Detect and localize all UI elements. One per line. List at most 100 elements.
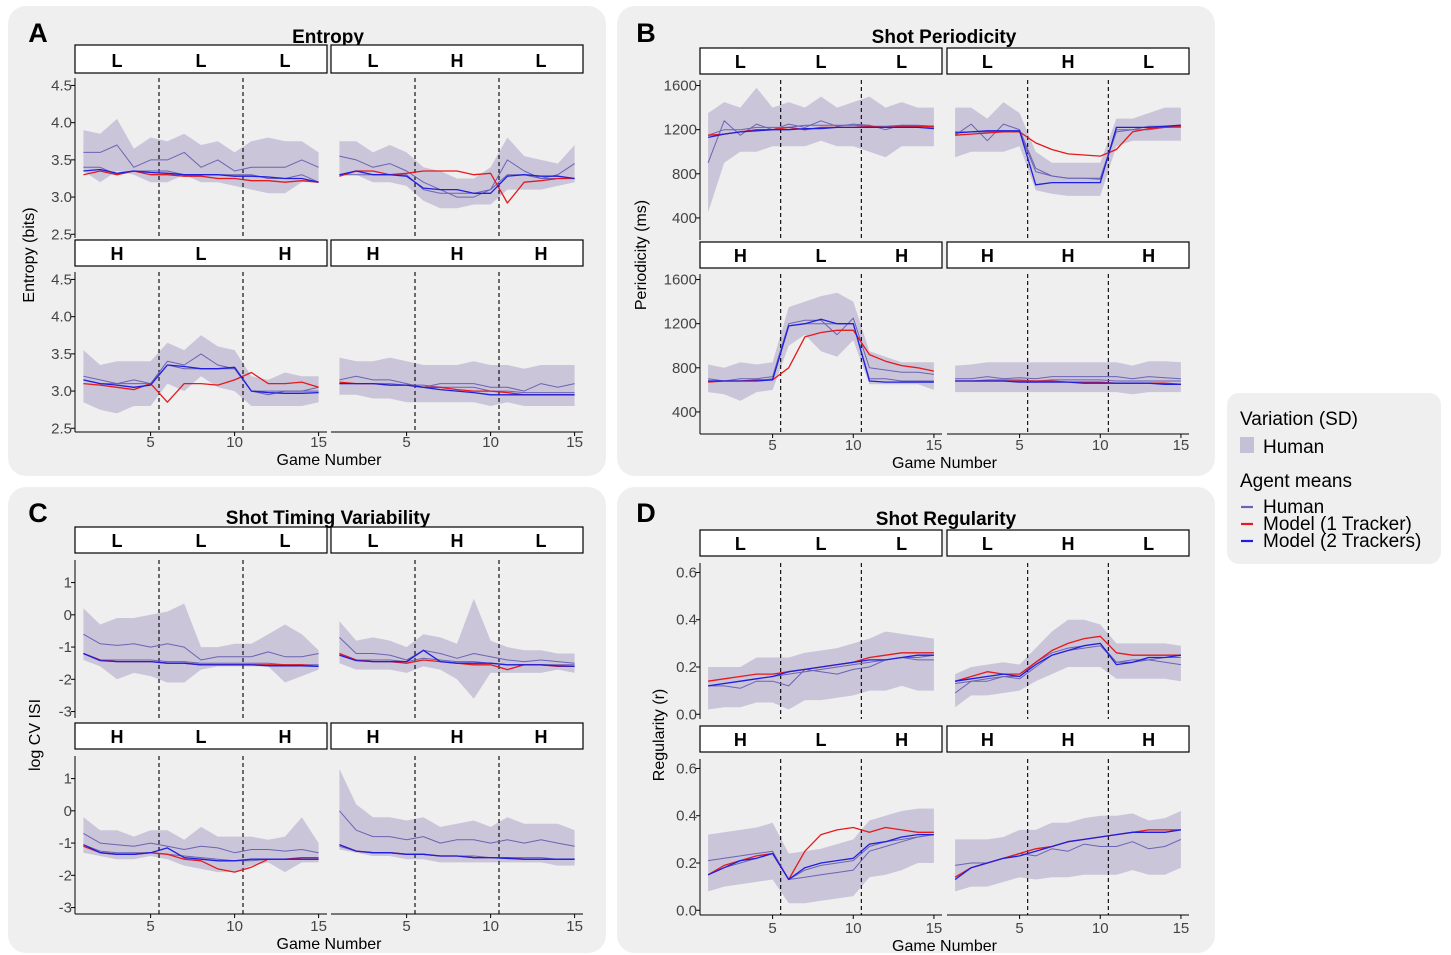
human-mean-line xyxy=(955,642,1181,684)
strip-label: L xyxy=(368,531,379,551)
strip-label: L xyxy=(368,51,379,71)
facet-strip xyxy=(74,44,328,74)
strip-label: L xyxy=(816,534,827,554)
legend-item-label: Model (2 Trackers) xyxy=(1263,531,1421,552)
y-tick-label: 400 xyxy=(672,404,697,421)
human-mean-line xyxy=(339,375,575,392)
model-2-trackers-line xyxy=(83,844,319,862)
y-tick-label: 3.5 xyxy=(51,152,72,169)
y-axis-label: log CV ISI xyxy=(27,699,44,771)
panel-title: Shot Timing Variability xyxy=(226,508,431,529)
x-tick-label: 15 xyxy=(926,437,943,454)
legend-item-label: Model (1 Tracker) xyxy=(1263,514,1412,535)
y-tick-label: 3.5 xyxy=(51,346,72,363)
strip-label: H xyxy=(111,727,124,747)
model-2-trackers-line xyxy=(339,170,575,194)
strip-label: H xyxy=(981,730,994,750)
facet-strip xyxy=(330,526,584,554)
facet-strip xyxy=(946,725,1190,753)
x-tick-label: 5 xyxy=(768,437,776,454)
y-tick-label: -2 xyxy=(59,867,72,884)
strip-label: L xyxy=(735,534,746,554)
model-2-trackers-line xyxy=(339,649,575,668)
x-axis-label: Game Number xyxy=(277,936,383,953)
strip-label: H xyxy=(279,727,292,747)
model-1-tracker-line xyxy=(955,125,1181,157)
y-tick-label: 3.0 xyxy=(51,383,72,400)
x-axis-label: Game Number xyxy=(277,452,383,469)
x-tick-label: 10 xyxy=(226,434,243,451)
strip-label: L xyxy=(280,531,291,551)
y-tick-label: 1 xyxy=(64,575,72,592)
y-tick-label: 4.5 xyxy=(51,77,72,94)
x-tick-label: 5 xyxy=(146,434,154,451)
strip-label: L xyxy=(196,244,207,264)
y-tick-label: 800 xyxy=(672,166,697,183)
facet-strip xyxy=(330,44,584,74)
facet-strip xyxy=(699,241,943,269)
y-tick-label: 0.0 xyxy=(676,706,697,723)
y-tick-label: 0.2 xyxy=(676,855,697,872)
facet-strip xyxy=(330,722,584,750)
facet: H H H 5 10 15 xyxy=(946,725,1190,937)
strip-label: H xyxy=(981,246,994,266)
y-tick-label: 3.0 xyxy=(51,189,72,206)
human-mean-line xyxy=(708,317,934,382)
model-1-tracker-line xyxy=(954,635,1181,682)
model-2-trackers-line xyxy=(955,642,1181,682)
y-axis-label: Entropy (bits) xyxy=(21,207,38,302)
strip-label: L xyxy=(536,531,547,551)
y-tick-label: 4.5 xyxy=(51,271,72,288)
y-tick-label: 0.4 xyxy=(676,612,697,629)
y-tick-label: -3 xyxy=(59,900,72,917)
panel-c: C Shot Timing Variability log CV ISI Game N… xyxy=(8,487,606,953)
y-tick-label: 0.4 xyxy=(676,808,697,825)
model-2-trackers-line xyxy=(708,654,934,687)
strip-label: H xyxy=(1062,246,1075,266)
y-tick-label: 1200 xyxy=(664,122,697,139)
panel-letter: B xyxy=(636,18,656,48)
human-mean-line xyxy=(83,832,319,854)
model-1-tracker-line xyxy=(707,826,934,881)
strip-label: H xyxy=(111,244,124,264)
facet: H L H 400 800 1200 1600 5 10 15 xyxy=(664,241,943,454)
human-mean-line xyxy=(339,810,575,847)
human-sd-ribbon xyxy=(955,361,1181,395)
strip-label: L xyxy=(816,246,827,266)
x-tick-label: 5 xyxy=(146,918,154,935)
y-tick-label: 0.0 xyxy=(676,902,697,919)
model-1-tracker-line xyxy=(339,170,575,204)
strip-label: H xyxy=(451,244,464,264)
panel-letter: C xyxy=(28,498,48,528)
human-sd-ribbon xyxy=(955,619,1181,708)
strip-label: L xyxy=(735,52,746,72)
human-sd-ribbon xyxy=(708,292,934,401)
strip-label: L xyxy=(816,52,827,72)
strip-label: H xyxy=(1062,730,1075,750)
legend-agents-title: Agent means xyxy=(1240,471,1352,492)
model-2-trackers-line xyxy=(708,318,934,383)
x-tick-label: 10 xyxy=(482,918,499,935)
x-axis-label: Game Number xyxy=(892,938,998,955)
strip-label: L xyxy=(112,51,123,71)
model-2-trackers-line xyxy=(83,364,319,394)
human-sd-ribbon xyxy=(83,335,319,414)
y-tick-label: 0 xyxy=(64,803,72,820)
y-tick-label: 2.5 xyxy=(51,420,72,437)
strip-label: H xyxy=(1062,52,1075,72)
x-tick-label: 10 xyxy=(482,434,499,451)
legend-variation-item: Human xyxy=(1263,437,1324,458)
x-tick-label: 10 xyxy=(845,437,862,454)
facet: L L L -3 -2 -1 0 1 xyxy=(59,526,328,721)
strip-label: H xyxy=(1142,730,1155,750)
y-tick-label: 800 xyxy=(672,360,697,377)
legend-item-label: Human xyxy=(1263,497,1324,518)
human-sd-ribbon xyxy=(708,631,934,710)
strip-label: L xyxy=(280,51,291,71)
panel-background xyxy=(617,487,1215,953)
human-sd-ribbon xyxy=(83,118,319,194)
